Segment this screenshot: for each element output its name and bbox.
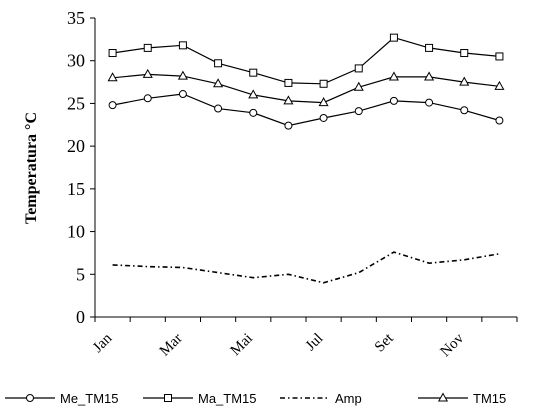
data-point xyxy=(424,71,435,81)
y-tick-label: 35 xyxy=(67,8,85,28)
data-point xyxy=(108,101,117,110)
data-point xyxy=(319,113,328,122)
data-point xyxy=(425,98,434,107)
series-line xyxy=(112,251,500,284)
data-point xyxy=(319,79,328,88)
series-me-tm15 xyxy=(108,90,504,130)
legend-marker xyxy=(26,394,34,402)
y-axis-label: Temperatura °C xyxy=(23,112,40,224)
x-tick-label: Jan xyxy=(90,330,116,356)
data-point xyxy=(389,96,398,105)
series-line xyxy=(112,36,500,85)
y-tick-label: 30 xyxy=(67,51,85,71)
data-point xyxy=(249,68,258,77)
legend-marker xyxy=(164,394,172,402)
y-tick-label: 15 xyxy=(67,179,85,199)
data-point xyxy=(389,33,398,42)
legend-entry: TM15 xyxy=(418,391,506,406)
data-point xyxy=(283,95,294,105)
x-tick-label: Set xyxy=(372,330,397,355)
legend-entry: Ma_TM15 xyxy=(143,391,257,406)
data-point xyxy=(354,64,363,73)
data-point xyxy=(143,94,152,103)
data-point xyxy=(284,78,293,87)
data-point xyxy=(495,116,504,125)
data-point xyxy=(354,107,363,116)
legend-label: Me_TM15 xyxy=(60,391,119,406)
y-tick-label: 25 xyxy=(67,93,85,113)
y-tick-label: 20 xyxy=(67,136,85,156)
legend-entry: Amp xyxy=(280,391,362,406)
data-point xyxy=(108,49,117,58)
legend: Me_TM15 Ma_TM15 Amp TM15 xyxy=(5,391,506,406)
y-tick-label: 10 xyxy=(67,222,85,242)
series-amp xyxy=(112,251,500,284)
data-point xyxy=(249,108,258,117)
data-point xyxy=(459,76,470,86)
data-point xyxy=(460,106,469,115)
data-point xyxy=(495,52,504,61)
x-tick-label: Mai xyxy=(228,331,256,359)
x-tick-label: Mar xyxy=(157,331,186,360)
data-point xyxy=(248,89,259,99)
data-point xyxy=(213,78,224,88)
data-point xyxy=(425,43,434,52)
series-ma-tm15 xyxy=(108,33,504,88)
series-line xyxy=(112,93,500,127)
legend-entry: Me_TM15 xyxy=(5,391,119,406)
series-tm15 xyxy=(107,68,505,107)
legend-marker xyxy=(437,392,449,402)
data-point xyxy=(178,90,187,99)
legend-label: Ma_TM15 xyxy=(198,391,257,406)
data-point xyxy=(284,121,293,130)
x-tick-label: Nov xyxy=(437,330,467,360)
axes: 0 5 10 15 20 25 30 35 Jan Mar Mai Jul Set Nov xyxy=(67,8,518,360)
series-layer xyxy=(107,33,505,284)
data-point xyxy=(353,81,364,91)
x-tick-label: Jul xyxy=(303,331,327,355)
data-point xyxy=(214,59,223,68)
data-point xyxy=(178,41,187,50)
data-point xyxy=(460,49,469,58)
legend-label: TM15 xyxy=(473,391,506,406)
data-point xyxy=(214,104,223,113)
data-point xyxy=(494,80,505,90)
series-line xyxy=(112,73,500,104)
data-point xyxy=(142,68,153,78)
data-point xyxy=(107,72,118,82)
data-point xyxy=(177,70,188,80)
y-tick-label: 5 xyxy=(76,264,85,284)
legend-label: Amp xyxy=(335,391,362,406)
y-tick-label: 0 xyxy=(76,307,85,327)
data-point xyxy=(318,97,329,107)
data-point xyxy=(388,71,399,81)
data-point xyxy=(143,43,152,52)
